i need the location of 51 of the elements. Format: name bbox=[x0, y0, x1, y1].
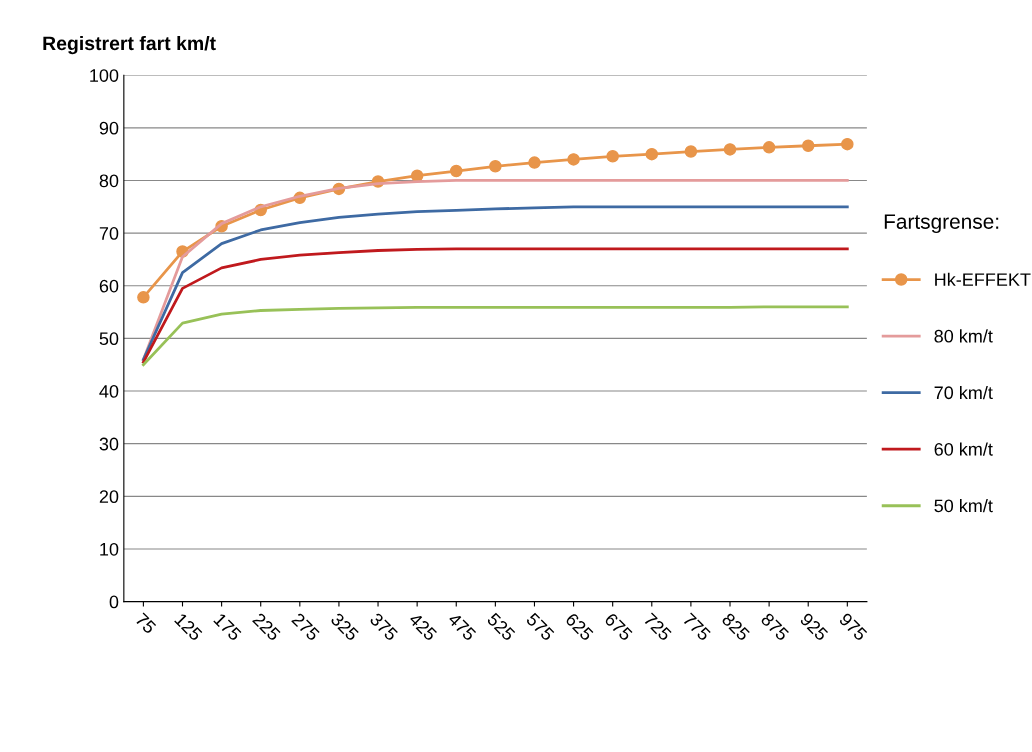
x-tick-label: 675 bbox=[603, 612, 634, 642]
y-axis-title: Registrert fart km/t bbox=[43, 35, 216, 55]
x-tick-label: 375 bbox=[369, 612, 399, 642]
legend-label: 70 km/t bbox=[934, 385, 993, 400]
x-tick-label: 525 bbox=[486, 612, 516, 642]
point bbox=[450, 164, 463, 178]
x-tick-label: 875 bbox=[760, 612, 790, 642]
x-tick-label: 225 bbox=[251, 612, 282, 642]
point bbox=[606, 150, 619, 163]
line-series bbox=[142, 305, 849, 367]
y-tick-label: 70 bbox=[99, 227, 119, 240]
legend-label: 80 km/t bbox=[934, 329, 993, 343]
y-tick-label: 90 bbox=[99, 121, 119, 135]
point bbox=[684, 145, 698, 158]
legend-title: Fartsgrense: bbox=[884, 214, 999, 234]
x-tick-label: 975 bbox=[838, 612, 868, 642]
point bbox=[645, 147, 659, 161]
legend-label: 60 km/t bbox=[934, 442, 993, 456]
x-tick-label: 775 bbox=[682, 612, 712, 642]
y-tick-label: 100 bbox=[90, 69, 119, 82]
line-series bbox=[142, 247, 849, 364]
point bbox=[841, 137, 854, 151]
x-tick-label: 125 bbox=[174, 612, 203, 642]
x-tick-label: 575 bbox=[525, 612, 555, 642]
y-tick-label: 60 bbox=[99, 279, 119, 293]
legend-label: Hk-EFFEKT bbox=[935, 272, 1031, 286]
y-tick-label: 50 bbox=[99, 332, 119, 346]
x-tick-label: 625 bbox=[564, 612, 594, 642]
y-tick-label: 0 bbox=[109, 595, 119, 609]
point bbox=[489, 160, 502, 173]
point bbox=[762, 141, 776, 154]
point bbox=[137, 291, 150, 304]
x-tick-label: 325 bbox=[330, 612, 360, 642]
x-tick-label: 175 bbox=[213, 612, 242, 642]
x-tick-label: 925 bbox=[799, 612, 829, 642]
x-tick-label: 825 bbox=[721, 612, 751, 642]
x-tick-label: 725 bbox=[643, 612, 673, 642]
y-tick-label: 80 bbox=[99, 174, 119, 188]
y-tick-label: 30 bbox=[99, 437, 119, 451]
x-tick-label: 75 bbox=[134, 612, 157, 635]
y-tick-label: 10 bbox=[100, 542, 119, 556]
point bbox=[567, 153, 580, 166]
point bbox=[723, 143, 737, 156]
point bbox=[801, 139, 815, 152]
x-tick-label: 425 bbox=[408, 611, 438, 642]
legend-label: 50 km/t bbox=[934, 498, 993, 513]
point bbox=[528, 156, 541, 169]
x-tick-label: 275 bbox=[291, 612, 321, 642]
y-tick-label: 20 bbox=[99, 490, 119, 504]
x-tick-label: 475 bbox=[447, 612, 477, 642]
y-tick-label: 40 bbox=[99, 384, 119, 398]
